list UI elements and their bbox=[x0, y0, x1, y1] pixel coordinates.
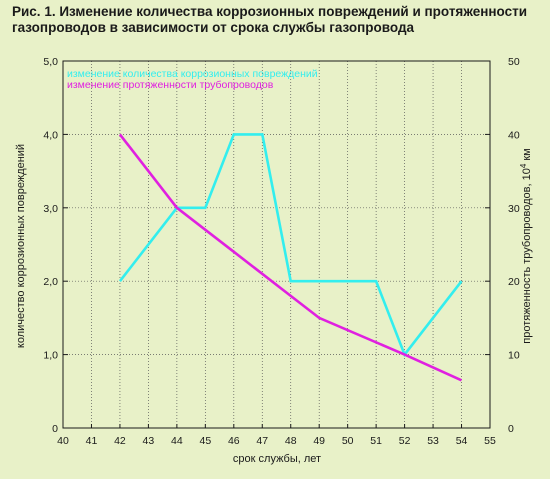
y-left-tick-label: 3,0 bbox=[43, 203, 58, 215]
y-right-tick-label: 10 bbox=[508, 350, 520, 362]
x-tick-label: 41 bbox=[86, 435, 98, 447]
series-lines bbox=[118, 133, 463, 382]
y-axis-left-label: количество коррозионных повреждений bbox=[15, 144, 27, 348]
y-left-tick-label: 4,0 bbox=[43, 129, 58, 141]
y-right-tick-label: 20 bbox=[508, 276, 520, 288]
x-tick-label: 47 bbox=[256, 435, 268, 447]
x-tick-label: 51 bbox=[370, 435, 382, 447]
x-tick-label: 49 bbox=[313, 435, 325, 447]
chart-title-line-1: Рис. 1. Изменение количества коррозионны… bbox=[12, 4, 528, 19]
x-tick-label: 52 bbox=[399, 435, 411, 447]
x-tick-label: 50 bbox=[342, 435, 354, 447]
axes bbox=[62, 60, 491, 429]
grid-lines bbox=[63, 60, 490, 428]
chart-title-line-2: газопроводов в зависимости от срока служ… bbox=[12, 20, 415, 35]
y-left-tick-label: 5,0 bbox=[43, 56, 58, 68]
y-right-tick-label: 50 bbox=[508, 56, 520, 68]
legend: изменение количества коррозионных повреж… bbox=[67, 68, 318, 91]
y-axis-right-label-main: протяженность трубопроводов, 10 bbox=[521, 168, 533, 344]
legend-entry-1: изменение количества коррозионных повреж… bbox=[67, 68, 318, 80]
x-tick-label: 43 bbox=[143, 435, 155, 447]
y-axis-right-label: протяженность трубопроводов, 104 км bbox=[519, 148, 533, 344]
y-right-tick-label: 30 bbox=[508, 203, 520, 215]
x-tick-label: 42 bbox=[114, 435, 126, 447]
legend-entry-2: изменение протяженности трубопроводов bbox=[67, 79, 274, 91]
x-tick-label: 45 bbox=[199, 435, 211, 447]
x-tick-label: 54 bbox=[456, 435, 468, 447]
series-line-1 bbox=[118, 133, 463, 358]
chart-title: Рис. 1. Изменение количества коррозионны… bbox=[12, 4, 542, 36]
y-left-tick-label: 0 bbox=[52, 423, 58, 435]
y-left-tick-label: 2,0 bbox=[43, 276, 58, 288]
y-left-tick-label: 1,0 bbox=[43, 350, 58, 362]
y-axis-right-label-superscript: 4 bbox=[519, 163, 528, 168]
x-axis-label: срок службы, лет bbox=[233, 453, 321, 465]
x-tick-label: 40 bbox=[57, 435, 69, 447]
x-tick-label: 44 bbox=[171, 435, 183, 447]
y-right-tick-label: 0 bbox=[508, 423, 514, 435]
tick-labels: 0 1,0 2,0 3,0 4,0 5,0 0 10 20 30 40 50 40 41 42 43 44 45 4… bbox=[43, 56, 519, 447]
x-tick-label: 55 bbox=[484, 435, 496, 447]
x-tick-label: 53 bbox=[427, 435, 439, 447]
x-tick-label: 48 bbox=[285, 435, 297, 447]
y-axis-right-label-unit: км bbox=[521, 148, 533, 163]
x-tick-label: 46 bbox=[228, 435, 240, 447]
y-right-tick-label: 40 bbox=[508, 129, 520, 141]
plot-frame bbox=[62, 60, 491, 429]
